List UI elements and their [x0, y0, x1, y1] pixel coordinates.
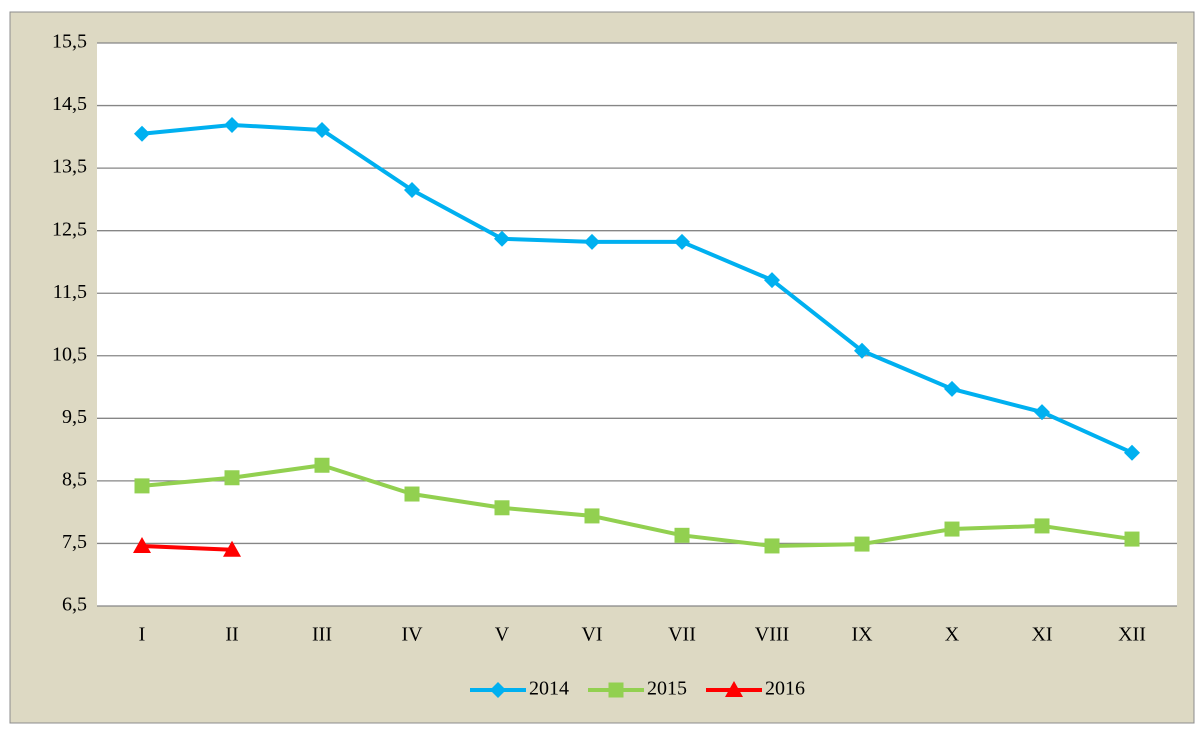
data-point	[1034, 404, 1050, 421]
x-tick-label: VII	[668, 624, 696, 646]
y-tick-label: 13,5	[52, 156, 87, 178]
series-line	[141, 543, 233, 552]
data-point	[944, 521, 960, 537]
data-point	[854, 536, 870, 552]
x-tick-label: II	[225, 624, 238, 646]
y-tick-label: 12,5	[52, 218, 87, 240]
x-tick-label: XII	[1118, 624, 1146, 646]
x-tick-label: VI	[581, 624, 602, 646]
y-tick-label: 9,5	[62, 406, 87, 428]
data-point	[674, 233, 690, 250]
data-point	[314, 121, 330, 138]
data-point	[764, 272, 780, 289]
data-point	[674, 527, 690, 543]
data-point	[944, 380, 960, 397]
data-point	[1124, 444, 1140, 461]
data-point	[314, 457, 330, 473]
y-tick-label: 6,5	[62, 594, 87, 616]
data-point	[224, 116, 240, 133]
data-point	[584, 233, 600, 250]
data-point	[854, 342, 870, 359]
x-tick-label: I	[139, 624, 146, 646]
y-tick-label: 14,5	[52, 93, 87, 115]
data-point	[134, 478, 150, 494]
data-point	[764, 538, 780, 554]
data-point	[1034, 518, 1050, 534]
data-point	[584, 508, 600, 524]
data-point	[223, 540, 241, 557]
x-tick-label: IV	[401, 624, 423, 646]
y-tick-label: 15,5	[52, 31, 87, 53]
data-point	[1124, 531, 1140, 547]
plot-area	[97, 43, 1177, 606]
data-point	[134, 125, 150, 142]
data-point	[494, 500, 510, 516]
data-point	[133, 536, 151, 553]
y-tick-label: 10,5	[52, 343, 87, 365]
legend-label: 2015	[647, 678, 687, 700]
y-tick-label: 7,5	[62, 531, 87, 553]
x-tick-label: VIII	[755, 624, 789, 646]
x-tick-label: XI	[1031, 624, 1052, 646]
x-tick-label: IX	[851, 624, 873, 646]
data-point	[224, 470, 240, 486]
y-tick-label: 11,5	[53, 281, 87, 303]
legend-marker	[490, 682, 506, 698]
x-tick-label: X	[945, 624, 960, 646]
legend-label: 2016	[765, 678, 805, 700]
data-point	[404, 486, 420, 502]
x-tick-label: III	[312, 624, 332, 646]
legend-label: 2014	[529, 678, 569, 700]
series-line	[141, 463, 1133, 548]
legend-marker	[608, 682, 624, 698]
series-line	[141, 122, 1133, 455]
data-point	[404, 182, 420, 199]
legend-marker	[725, 681, 743, 697]
data-point	[494, 230, 510, 247]
y-tick-label: 8,5	[62, 468, 87, 490]
x-tick-label: V	[495, 624, 510, 646]
